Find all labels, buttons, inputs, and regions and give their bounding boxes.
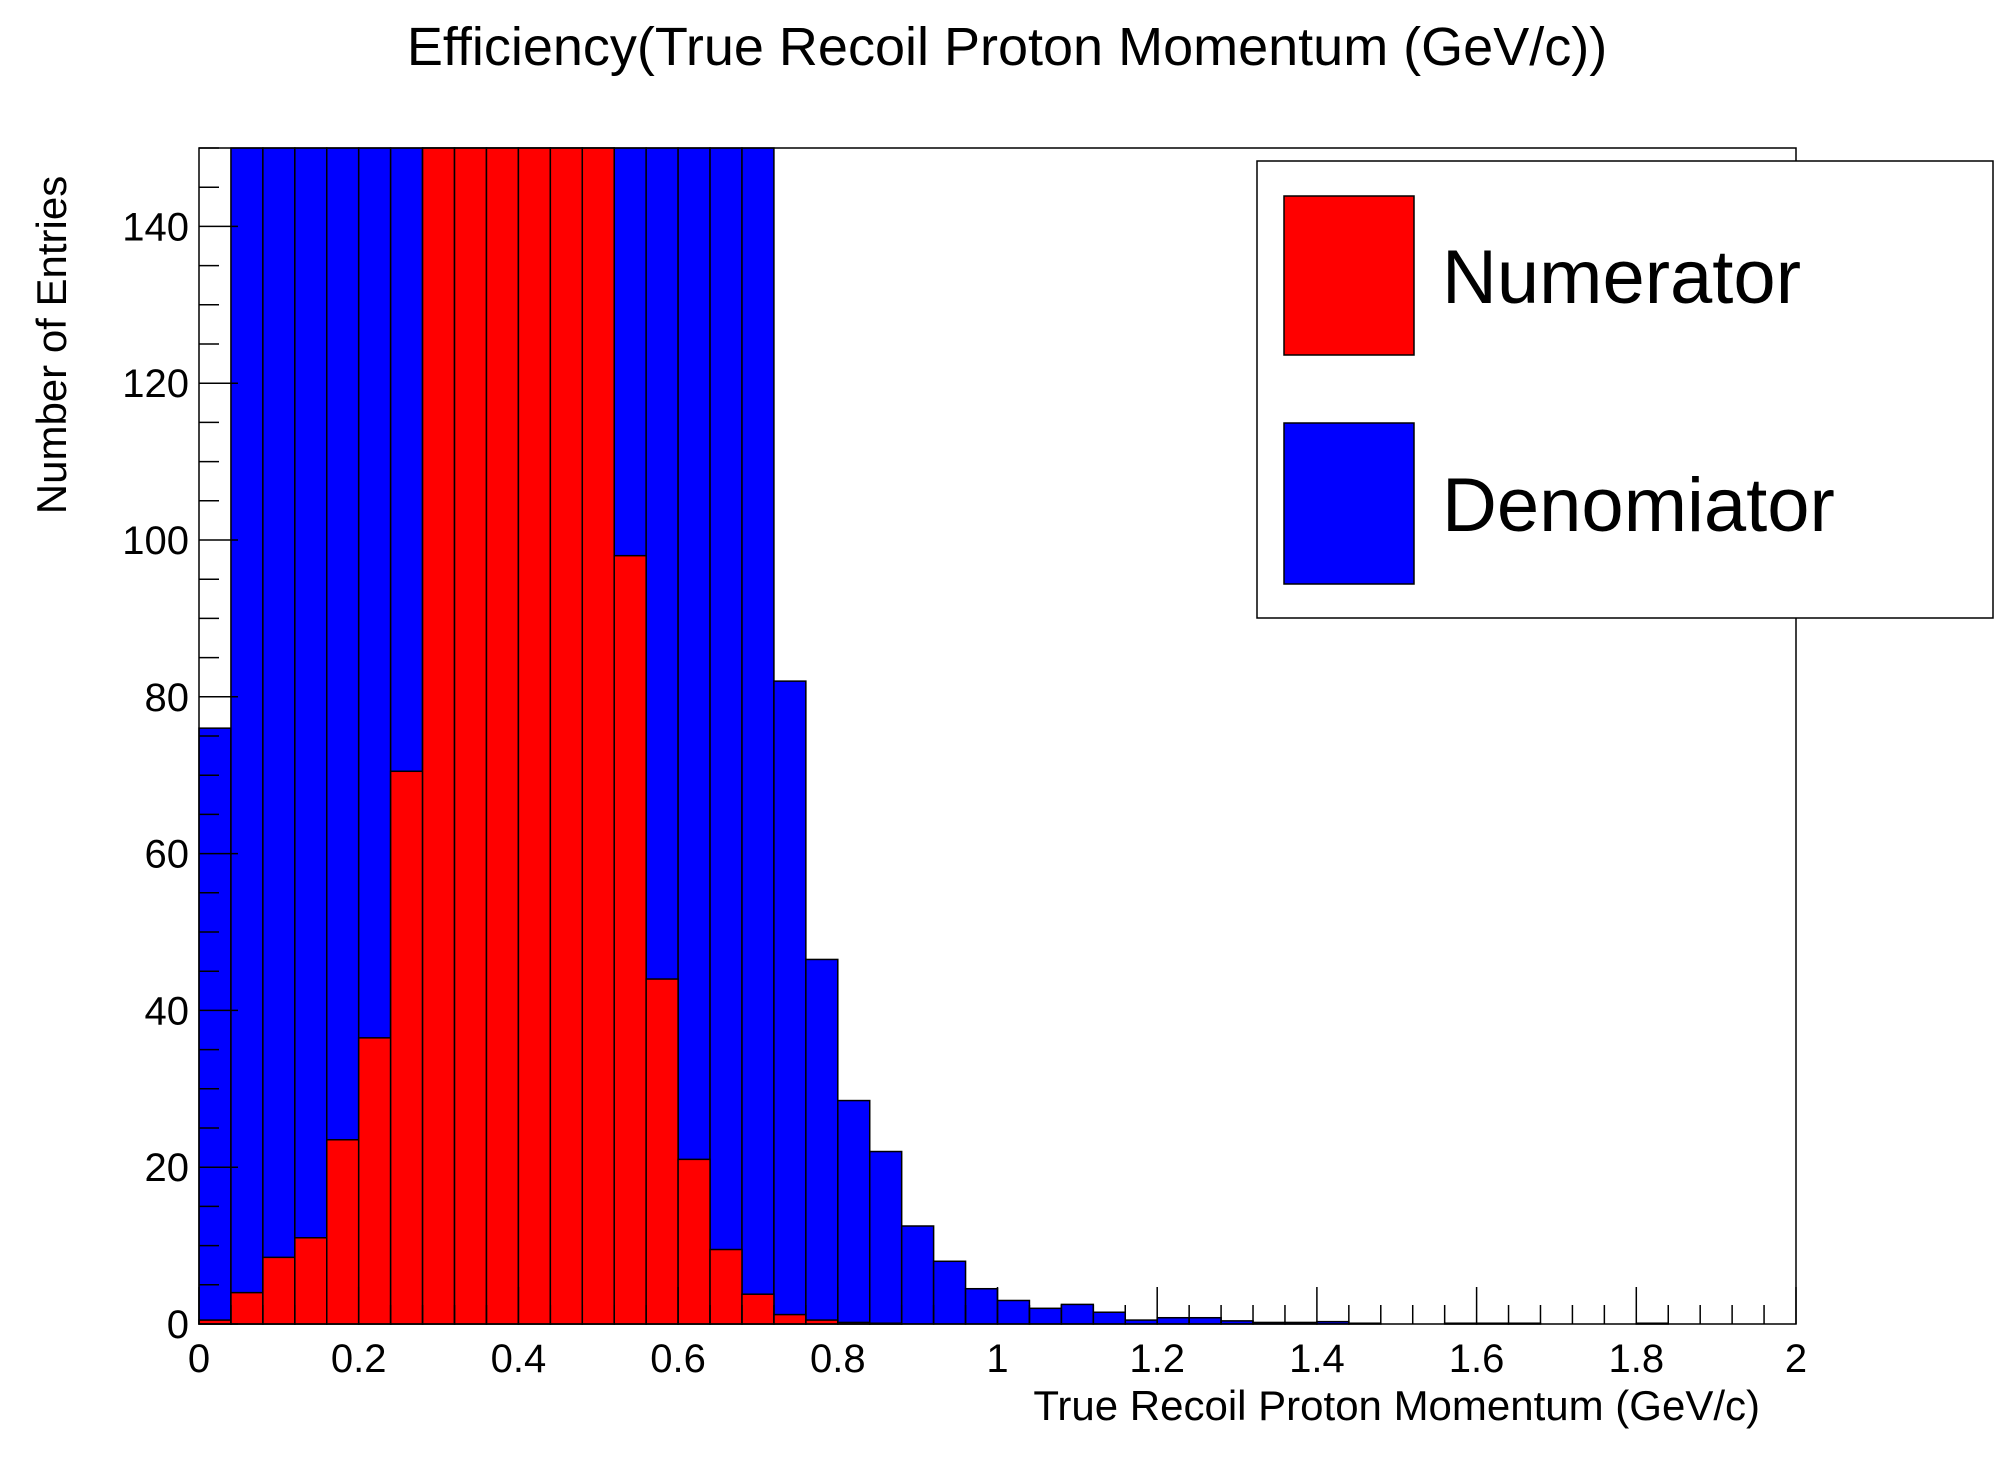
y-tick-label: 140 [122,205,189,249]
numerator-bar [389,770,424,1325]
x-tick-label: 1.8 [1608,1337,1664,1381]
x-tick-label: 0.2 [331,1337,387,1381]
x-tick-label: 1.2 [1129,1337,1185,1381]
denominator-bar [1188,1316,1222,1325]
numerator-bar [581,147,615,1325]
denominator-bar [709,147,743,1325]
denominator-bar [198,727,232,1325]
numerator-bar [741,1293,775,1325]
numerator-bar [613,554,647,1325]
numerator-bar [453,147,488,1325]
numerator-bar [294,1237,328,1325]
denominator-bar [773,680,807,1325]
denominator-bar [1156,1316,1190,1325]
numerator-bar [517,147,552,1325]
y-tick-label: 40 [145,989,190,1033]
y-tick-label: 0 [167,1303,189,1347]
legend-swatch-numerator [1283,195,1415,356]
numerator-bar [677,1158,711,1325]
chart-title: Efficiency(True Recoil Proton Momentum (… [407,17,1607,77]
x-tick-label: 2 [1785,1337,1807,1381]
x-tick-label: 1 [986,1337,1008,1381]
numerator-bar [262,1256,296,1325]
denominator-bar [964,1287,999,1325]
x-axis-label: True Recoil Proton Momentum (GeV/c) [1033,1382,1760,1429]
numerator-bar [357,1037,392,1325]
numerator-bar [709,1248,743,1325]
legend-label-denominator: Denomiator [1442,463,1835,548]
denominator-bar [1028,1307,1063,1325]
legend: Numerator Denomiator [1256,160,1994,619]
legend-swatch-denominator [1283,422,1415,585]
x-axis: 0 0.2 0.4 0.6 0.8 1 1.2 1.4 1.6 1.8 2 [188,1287,1807,1381]
denominator-bar [900,1225,935,1325]
denominator-bar [996,1299,1031,1325]
numerator-bar [230,1291,264,1325]
x-tick-label: 0.6 [650,1337,706,1381]
y-tick-label: 60 [145,833,190,877]
denominator-bar [230,147,264,1325]
denominator-bar [294,147,328,1325]
numerator-series [198,147,903,1325]
y-axis-label: Number of Entries [28,176,75,514]
numerator-bar [485,147,520,1325]
x-tick-label: 0.4 [491,1337,547,1381]
numerator-bar [549,147,584,1325]
legend-label-numerator: Numerator [1442,235,1801,320]
y-tick-label: 20 [145,1146,190,1190]
denominator-bar [262,147,296,1325]
denominator-bar [1092,1311,1127,1325]
numerator-bar [773,1313,807,1325]
y-tick-label: 80 [145,676,190,720]
denominator-bar [932,1260,967,1325]
x-tick-label: 0.8 [810,1337,866,1381]
x-tick-label: 0 [188,1337,210,1381]
denominator-bar [677,147,711,1325]
y-axis: 0 20 40 60 80 100 120 140 [122,147,238,1347]
x-tick-label: 1.4 [1289,1337,1345,1381]
y-tick-label: 120 [122,362,189,406]
y-tick-label: 100 [122,519,189,563]
denominator-bar [1060,1303,1095,1325]
denominator-bar [741,147,775,1325]
x-tick-label: 1.6 [1449,1337,1505,1381]
denominator-bar [805,958,839,1325]
numerator-bar [645,978,679,1325]
numerator-bar [421,147,456,1325]
denominator-bar [868,1150,903,1325]
denominator-bar [837,1099,871,1325]
numerator-bar [326,1139,360,1325]
